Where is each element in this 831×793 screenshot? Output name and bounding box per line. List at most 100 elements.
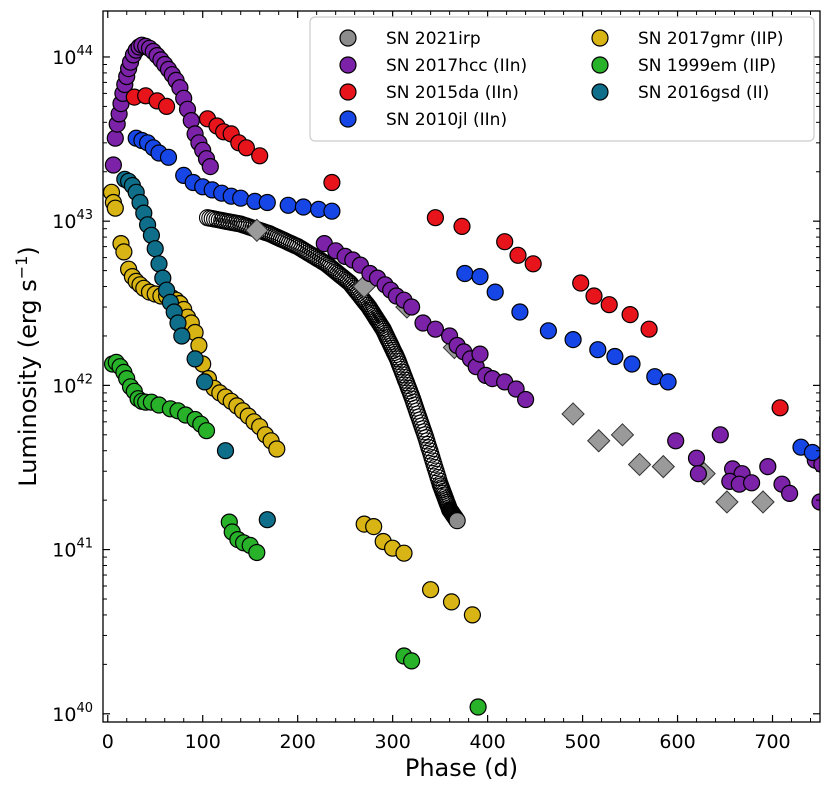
legend-item: SN 2017gmr (IIP) xyxy=(591,29,783,49)
point-da xyxy=(158,97,176,116)
legend-item: SN 1999em (IIP) xyxy=(591,56,776,76)
y-axis-title-close: ) xyxy=(14,246,42,255)
point-da xyxy=(524,255,542,273)
legend-label: SN 2010jl (IIn) xyxy=(386,110,507,130)
legend: SN 2021irp SN 2017hcc (IIn) SN 2015da (IIn… xyxy=(309,16,815,142)
point-da xyxy=(771,399,789,417)
point-gmr xyxy=(365,517,383,536)
point-gsd xyxy=(258,511,276,529)
point-diamond xyxy=(561,402,585,426)
point-diamond xyxy=(751,490,775,514)
y-tick-exponent: 43 xyxy=(76,208,93,223)
point-hcc xyxy=(811,493,820,511)
point-da xyxy=(426,209,444,227)
point-irp xyxy=(332,267,350,285)
point-diamond xyxy=(715,490,739,514)
legend-marker xyxy=(591,83,609,101)
point-da xyxy=(251,147,269,165)
point-jl xyxy=(258,193,276,212)
point-irp xyxy=(317,255,335,273)
point-jl xyxy=(511,303,529,321)
legend-marker xyxy=(339,83,357,101)
x-tick-label: 400 xyxy=(469,731,505,753)
point-da xyxy=(585,287,603,305)
legend-marker xyxy=(591,29,609,47)
y-axis-title: Luminosity (erg s−1) xyxy=(12,246,42,486)
point-jl xyxy=(606,347,624,366)
point-jl xyxy=(232,189,250,207)
legend-box xyxy=(309,16,815,142)
y-tick-base: 10 xyxy=(52,540,76,562)
point-gmr xyxy=(422,581,440,599)
y-tick-label: 1042 xyxy=(52,372,93,397)
point-gmr xyxy=(106,199,124,217)
series-da xyxy=(125,87,820,423)
point-jl xyxy=(803,443,820,462)
point-da xyxy=(323,173,341,192)
legend-item: SN 2010jl (IIn) xyxy=(339,110,507,130)
point-jl xyxy=(589,341,607,359)
series-irp xyxy=(198,209,466,530)
point-jl xyxy=(279,196,297,214)
point-em xyxy=(248,543,266,562)
y-tick-exponent: 40 xyxy=(76,701,93,716)
legend-item: SN 2021irp xyxy=(339,29,481,49)
plot-content xyxy=(103,36,820,716)
legend-item: SN 2017hcc (IIn) xyxy=(339,56,527,76)
point-gmr xyxy=(115,243,133,261)
point-gmr xyxy=(442,593,461,611)
y-tick-base: 10 xyxy=(52,375,76,397)
y-tick-exponent: 44 xyxy=(76,44,93,59)
y-axis-title-main: Luminosity (erg s xyxy=(14,279,42,486)
point-em xyxy=(197,422,216,440)
point-jl xyxy=(659,373,677,391)
x-tick-label: 600 xyxy=(659,731,695,753)
point-da xyxy=(237,139,255,157)
point-gmr xyxy=(395,544,413,562)
y-tick-base: 10 xyxy=(52,211,76,233)
point-jl xyxy=(159,148,178,166)
legend-item: SN 2016gsd (II) xyxy=(591,83,769,103)
legend-marker xyxy=(339,56,357,74)
point-hcc xyxy=(759,458,777,476)
point-jl xyxy=(294,198,312,216)
point-da xyxy=(572,274,590,292)
x-tick-label: 300 xyxy=(375,731,411,753)
x-tick-label: 500 xyxy=(564,731,600,753)
point-diamond xyxy=(245,218,269,243)
point-diamond xyxy=(651,454,676,479)
point-hcc xyxy=(689,465,708,483)
point-hcc xyxy=(426,320,444,338)
point-gsd xyxy=(186,350,204,368)
legend-label: SN 2017hcc (IIn) xyxy=(386,56,527,76)
point-jl xyxy=(471,268,489,286)
point-hcc xyxy=(106,129,124,147)
point-da xyxy=(819,414,820,423)
point-gsd xyxy=(196,373,214,391)
y-tick-exponent: 42 xyxy=(76,372,93,387)
point-da xyxy=(453,217,471,235)
y-tick-label: 1043 xyxy=(52,208,93,233)
point-gmr xyxy=(463,606,481,624)
point-gsd xyxy=(216,442,235,460)
legend-marker xyxy=(339,110,357,128)
legend-label: SN 1999em (IIP) xyxy=(638,56,776,76)
legend-label: SN 2021irp xyxy=(386,29,481,49)
point-diamond xyxy=(627,452,652,477)
axes: 0 100 200 300 400 500 600 700104010411042104310… xyxy=(52,11,820,753)
point-da xyxy=(600,296,618,314)
point-jl xyxy=(323,202,341,220)
legend-label: SN 2017gmr (IIP) xyxy=(638,29,783,49)
y-tick-label: 1041 xyxy=(52,537,93,562)
point-da xyxy=(509,246,527,264)
legend-marker xyxy=(339,29,357,47)
series-em xyxy=(103,353,487,716)
point-gsd xyxy=(146,240,164,258)
point-diamond xyxy=(587,429,611,453)
point-em xyxy=(403,652,421,670)
point-em xyxy=(469,698,487,716)
point-hcc xyxy=(780,484,799,502)
legend-label: SN 2015da (IIn) xyxy=(386,83,519,103)
point-irp xyxy=(329,264,347,282)
